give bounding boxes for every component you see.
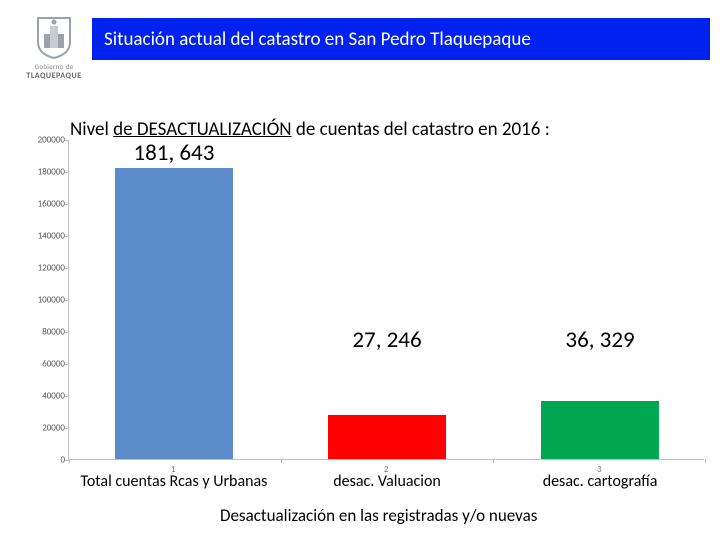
x-tick-mark [705, 459, 706, 463]
x-tick-mark [281, 459, 282, 463]
category-label: desac. Valuacion [277, 472, 497, 491]
y-tick-mark [65, 268, 69, 269]
subtitle-underlined: de DESACTUALIZACIÓN [113, 118, 291, 141]
logo-subtitle-2: TLAQUEPAQUE [26, 71, 81, 81]
municipal-logo: Gobierno de TLAQUEPAQUE [18, 12, 90, 90]
logo-subtitle-1: Gobierno de [35, 62, 74, 71]
bar-value-label: 36, 329 [540, 326, 660, 354]
y-tick-label: 160000 [27, 199, 65, 210]
bar-value-label: 181, 643 [114, 139, 234, 167]
y-tick-label: 200000 [27, 135, 65, 146]
y-tick-label: 0 [27, 455, 65, 466]
header-title: Situación actual del catastro en San Ped… [104, 28, 531, 51]
y-tick-label: 60000 [27, 359, 65, 370]
bar [115, 168, 233, 459]
footer-note: Desactualización en las registradas y/o … [220, 505, 537, 526]
x-tick-mark [493, 459, 494, 463]
y-tick-mark [65, 300, 69, 301]
y-tick-label: 20000 [27, 423, 65, 434]
subtitle-post: de cuentas del catastro en 2016 : [292, 118, 550, 141]
x-tick-mark [69, 459, 70, 463]
y-tick-label: 140000 [27, 231, 65, 242]
y-tick-mark [65, 172, 69, 173]
bar [541, 401, 659, 459]
y-tick-label: 180000 [27, 167, 65, 178]
coat-of-arms-icon [30, 12, 78, 60]
subtitle-pre: Nivel [70, 118, 113, 141]
y-tick-label: 80000 [27, 327, 65, 338]
y-tick-label: 120000 [27, 263, 65, 274]
y-tick-mark [65, 204, 69, 205]
category-label: Total cuentas Rcas y Urbanas [64, 472, 284, 491]
plot-area: 0200004000060000800001000001200001400001… [68, 140, 704, 460]
header-bar: Situación actual del catastro en San Ped… [92, 18, 710, 60]
y-tick-mark [65, 364, 69, 365]
y-tick-label: 100000 [27, 295, 65, 306]
y-tick-mark [65, 236, 69, 237]
y-tick-mark [65, 396, 69, 397]
chart-title: Nivel de DESACTUALIZACIÓN de cuentas del… [70, 118, 550, 141]
y-tick-label: 40000 [27, 391, 65, 402]
y-tick-mark [65, 428, 69, 429]
category-label: desac. cartografía [490, 472, 710, 491]
bar [328, 415, 446, 459]
bar-chart: 0 20000 40000 60000 80000 100000 120000 140000 1… [26, 140, 706, 480]
y-tick-mark [65, 332, 69, 333]
y-tick-mark [65, 140, 69, 141]
bar-value-label: 27, 246 [327, 326, 447, 354]
